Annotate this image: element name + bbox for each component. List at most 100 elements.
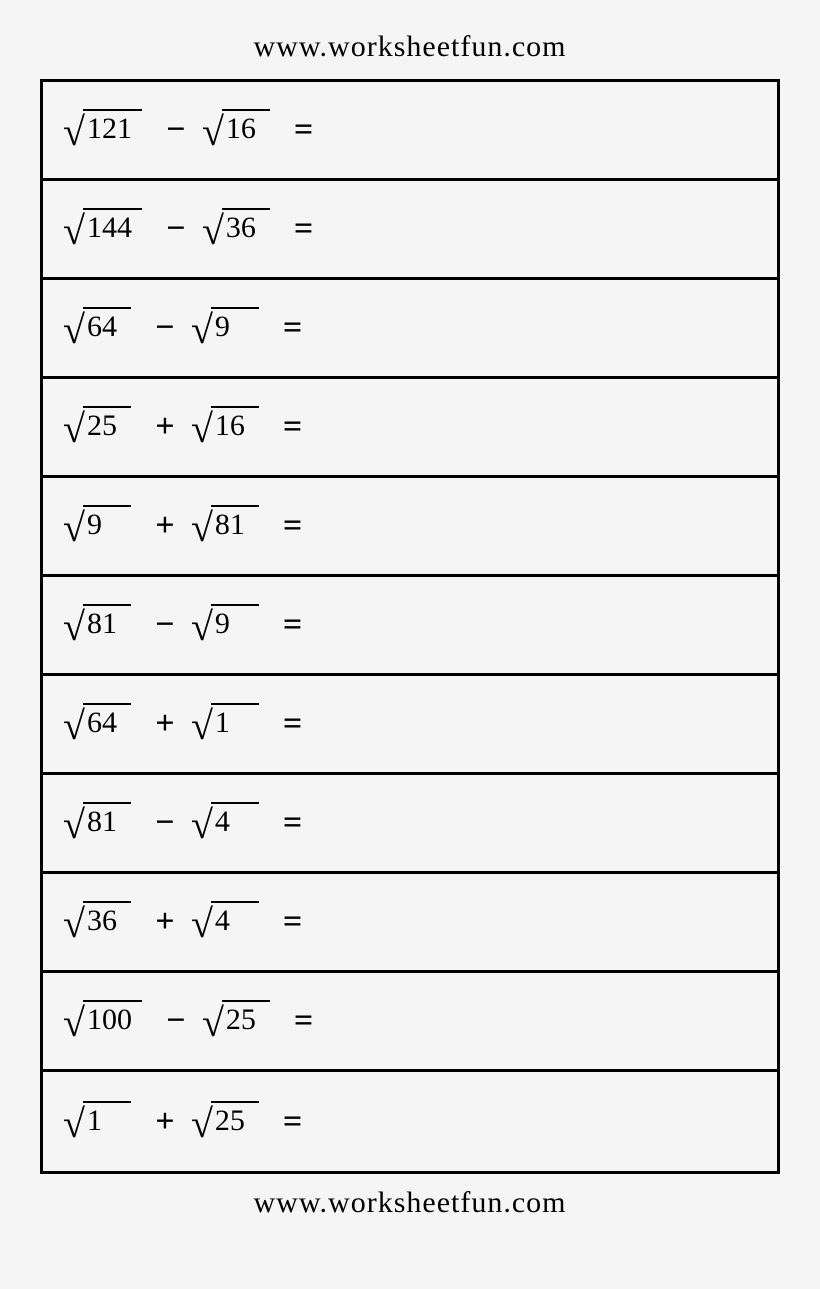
radical-icon: √: [63, 310, 85, 350]
sqrt-term-2: √1: [191, 704, 259, 744]
sqrt-term-2: √9: [191, 605, 259, 645]
problem-row: √36+√4=: [43, 874, 777, 973]
radicand-1: 9: [83, 505, 131, 543]
sqrt-term-1: √64: [63, 308, 131, 348]
radicand-2: 36: [222, 208, 270, 246]
radicand-1: 64: [83, 307, 131, 345]
radicand-2: 4: [211, 802, 259, 840]
operator: −: [164, 1002, 188, 1040]
sqrt-term-1: √36: [63, 902, 131, 942]
problem-row: √144−√36=: [43, 181, 777, 280]
sqrt-term-1: √81: [63, 803, 131, 843]
radical-icon: √: [63, 706, 85, 746]
equals-sign: =: [283, 903, 302, 941]
radicand-2: 16: [222, 109, 270, 147]
problem-row: √25+√16=: [43, 379, 777, 478]
sqrt-term-1: √121: [63, 110, 142, 150]
operator: −: [153, 309, 177, 347]
radical-icon: √: [191, 904, 213, 944]
operator: +: [153, 507, 177, 545]
sqrt-term-1: √64: [63, 704, 131, 744]
radical-icon: √: [63, 607, 85, 647]
problem-row: √64+√1=: [43, 676, 777, 775]
radicand-2: 9: [211, 307, 259, 345]
equals-sign: =: [294, 210, 313, 248]
problem-row: √1+√25=: [43, 1072, 777, 1171]
sqrt-term-1: √100: [63, 1001, 142, 1041]
radical-icon: √: [191, 607, 213, 647]
radicand-1: 100: [83, 1000, 142, 1038]
equals-sign: =: [283, 309, 302, 347]
radical-icon: √: [191, 805, 213, 845]
equals-sign: =: [283, 705, 302, 743]
radicand-2: 81: [211, 505, 259, 543]
equals-sign: =: [283, 804, 302, 842]
radical-icon: √: [63, 409, 85, 449]
radicand-2: 16: [211, 406, 259, 444]
operator: +: [153, 903, 177, 941]
radical-icon: √: [191, 409, 213, 449]
equals-sign: =: [283, 606, 302, 644]
sqrt-term-2: √25: [202, 1001, 270, 1041]
footer-url: www.worksheetfun.com: [254, 1186, 567, 1220]
radicand-2: 9: [211, 604, 259, 642]
radicand-1: 81: [83, 604, 131, 642]
radicand-1: 1: [83, 1101, 131, 1139]
radical-icon: √: [63, 904, 85, 944]
radical-icon: √: [202, 211, 224, 251]
radical-icon: √: [63, 805, 85, 845]
radicand-1: 144: [83, 208, 142, 246]
sqrt-term-2: √4: [191, 902, 259, 942]
sqrt-term-1: √25: [63, 407, 131, 447]
sqrt-term-1: √1: [63, 1102, 131, 1142]
radical-icon: √: [191, 508, 213, 548]
radical-icon: √: [191, 310, 213, 350]
equals-sign: =: [294, 1002, 313, 1040]
problem-row: √64−√9=: [43, 280, 777, 379]
operator: −: [164, 111, 188, 149]
radical-icon: √: [191, 1104, 213, 1144]
equals-sign: =: [283, 408, 302, 446]
radicand-2: 25: [222, 1000, 270, 1038]
sqrt-term-2: √9: [191, 308, 259, 348]
radicand-1: 81: [83, 802, 131, 840]
header-url: www.worksheetfun.com: [254, 30, 567, 64]
operator: +: [153, 1103, 177, 1141]
equals-sign: =: [283, 507, 302, 545]
worksheet-table: √121−√16=√144−√36=√64−√9=√25+√16=√9+√81=…: [40, 79, 780, 1174]
radical-icon: √: [63, 112, 85, 152]
operator: −: [153, 804, 177, 842]
radical-icon: √: [191, 706, 213, 746]
equals-sign: =: [294, 111, 313, 149]
operator: +: [153, 408, 177, 446]
equals-sign: =: [283, 1103, 302, 1141]
sqrt-term-2: √16: [202, 110, 270, 150]
sqrt-term-2: √36: [202, 209, 270, 249]
problem-row: √9+√81=: [43, 478, 777, 577]
radicand-1: 36: [83, 901, 131, 939]
sqrt-term-2: √4: [191, 803, 259, 843]
radicand-2: 25: [211, 1101, 259, 1139]
radical-icon: √: [202, 1003, 224, 1043]
operator: −: [164, 210, 188, 248]
problem-row: √100−√25=: [43, 973, 777, 1072]
radicand-1: 25: [83, 406, 131, 444]
problem-row: √81−√4=: [43, 775, 777, 874]
radical-icon: √: [63, 211, 85, 251]
radicand-2: 1: [211, 703, 259, 741]
sqrt-term-2: √16: [191, 407, 259, 447]
sqrt-term-1: √81: [63, 605, 131, 645]
problem-row: √81−√9=: [43, 577, 777, 676]
radical-icon: √: [63, 508, 85, 548]
radicand-2: 4: [211, 901, 259, 939]
radical-icon: √: [63, 1003, 85, 1043]
radical-icon: √: [63, 1104, 85, 1144]
operator: −: [153, 606, 177, 644]
radicand-1: 64: [83, 703, 131, 741]
operator: +: [153, 705, 177, 743]
sqrt-term-1: √9: [63, 506, 131, 546]
sqrt-term-1: √144: [63, 209, 142, 249]
radicand-1: 121: [83, 109, 142, 147]
radical-icon: √: [202, 112, 224, 152]
sqrt-term-2: √25: [191, 1102, 259, 1142]
